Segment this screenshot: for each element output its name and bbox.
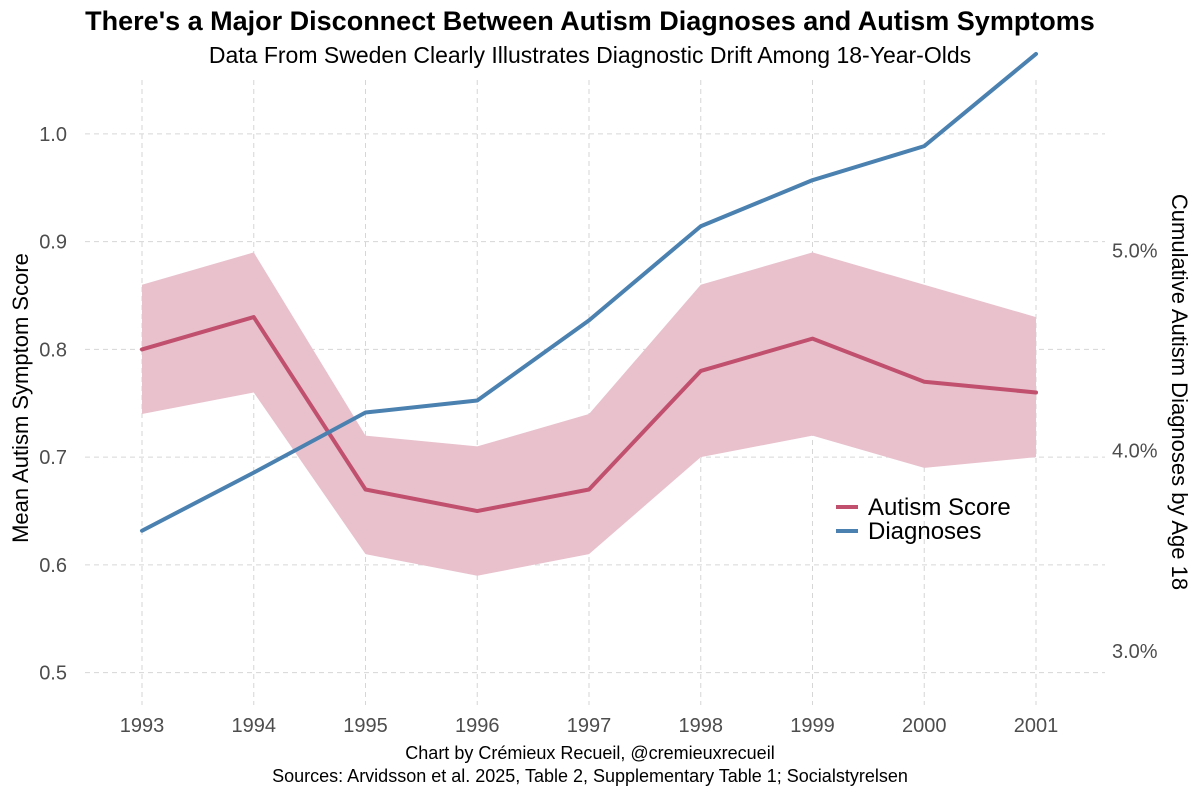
- y2-tick-label: 4.0%: [1112, 441, 1158, 463]
- chart-title: There's a Major Disconnect Between Autis…: [85, 6, 1095, 36]
- y-axis-ticks: 0.5 0.6 0.7 0.8 0.9 1.0: [39, 124, 67, 685]
- x-tick-label: 1996: [455, 715, 500, 737]
- x-tick-label: 1994: [232, 715, 277, 737]
- y2-axis-label: Cumulative Autism Diagnoses by Age 18: [1167, 194, 1192, 590]
- chart-sources: Sources: Arvidsson et al. 2025, Table 2,…: [272, 766, 908, 786]
- chart-credit: Chart by Crémieux Recueil, @cremieuxrecu…: [405, 743, 775, 763]
- chart-subtitle: Data From Sweden Clearly Illustrates Dia…: [208, 42, 972, 68]
- y2-tick-label: 5.0%: [1112, 240, 1158, 262]
- x-tick-label: 1997: [567, 715, 612, 737]
- x-tick-label: 1993: [120, 715, 165, 737]
- y-tick-label: 0.6: [39, 555, 67, 577]
- x-axis-ticks: 1993 1994 1995 1996 1997 1998 1999 2000 2001: [120, 715, 1059, 737]
- y-tick-label: 0.7: [39, 447, 67, 469]
- confidence-band-layer: [142, 252, 1036, 576]
- series-line-diagnoses: [140, 51, 1038, 533]
- legend-label-diagnoses: Diagnoses: [868, 518, 981, 545]
- x-tick-label: 1995: [343, 715, 388, 737]
- x-tick-label: 1998: [679, 715, 724, 737]
- autism-score-confidence-band: [142, 252, 1036, 576]
- y2-tick-label: 3.0%: [1112, 641, 1158, 663]
- x-tick-label: 2000: [902, 715, 947, 737]
- y-tick-label: 1.0: [39, 124, 67, 146]
- y2-axis-ticks: 3.0% 4.0% 5.0%: [1112, 240, 1158, 663]
- x-tick-label: 2001: [1014, 715, 1059, 737]
- x-tick-label: 1999: [790, 715, 835, 737]
- y-tick-label: 0.5: [39, 663, 67, 685]
- y-axis-label: Mean Autism Symptom Score: [8, 253, 33, 543]
- y-tick-label: 0.8: [39, 339, 67, 361]
- legend-label-autism-score: Autism Score: [868, 494, 1011, 521]
- y-tick-label: 0.9: [39, 232, 67, 254]
- series-lines: [140, 51, 1038, 533]
- series-line-autism-score: [140, 315, 1038, 514]
